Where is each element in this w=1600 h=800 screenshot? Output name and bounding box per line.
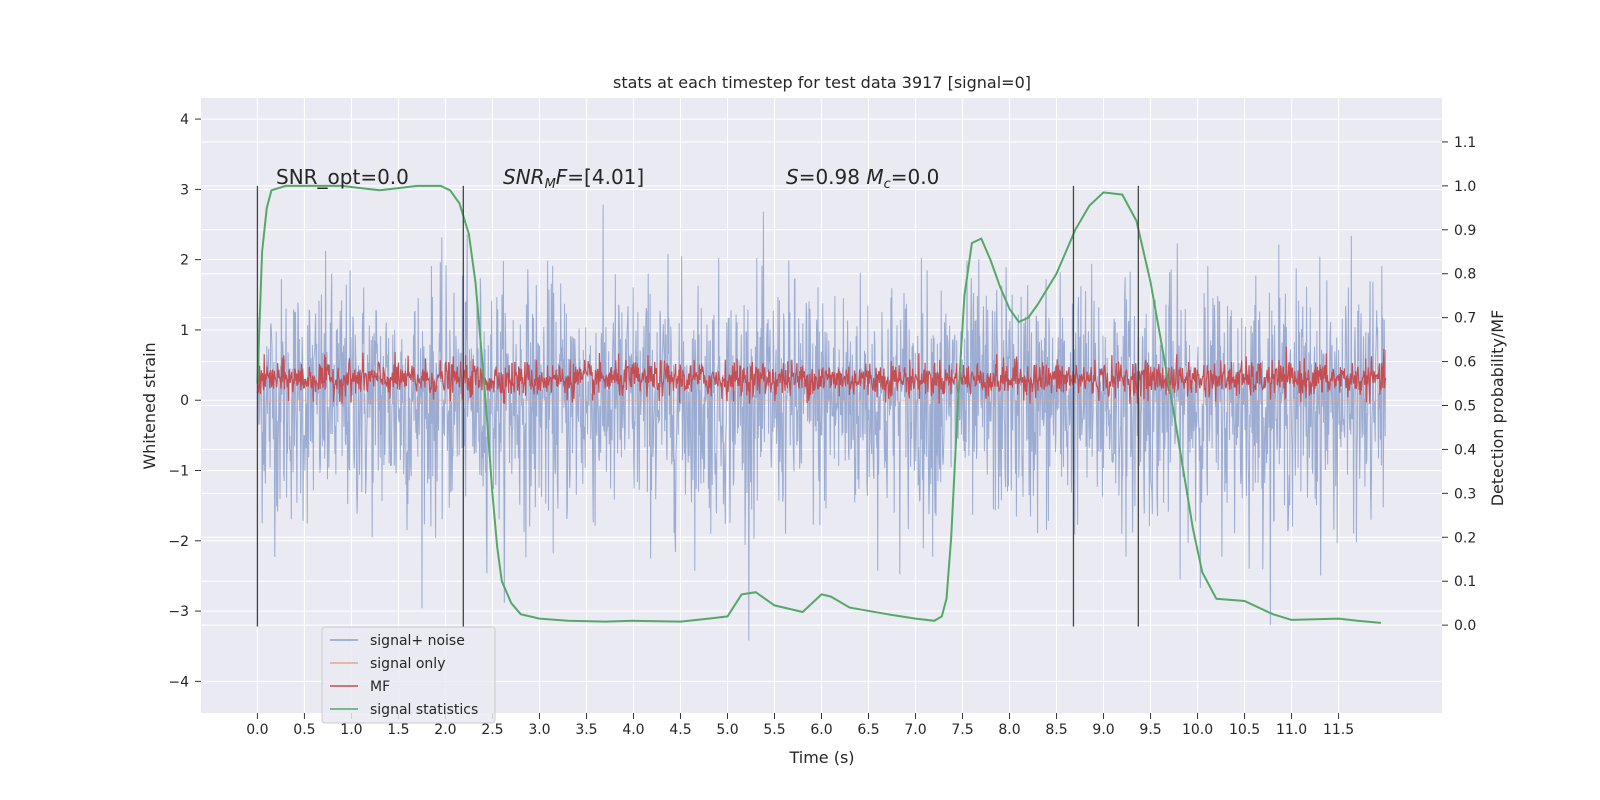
y-right-tick-label: 0.2 [1454, 530, 1476, 546]
x-tick-label: 8.0 [998, 722, 1020, 738]
annotation-snr-opt: SNR_opt=0.0 [276, 165, 409, 189]
x-tick-label: 4.0 [622, 722, 644, 738]
y-left-axis-label: Whitened strain [140, 342, 159, 469]
y-left-tick-label: −4 [168, 674, 189, 690]
y-right-tick-label: 0.4 [1454, 442, 1476, 458]
x-tick-label: 3.0 [528, 722, 550, 738]
y-right-tick-label: 0.7 [1454, 311, 1476, 327]
legend-box [321, 626, 496, 724]
x-tick-label: 1.0 [340, 722, 362, 738]
grid-lines [201, 98, 1442, 713]
chart-title: stats at each timestep for test data 391… [613, 73, 1031, 92]
y-left-tick-label: 4 [180, 112, 189, 128]
y-right-tick-label: 0.3 [1454, 486, 1476, 502]
x-tick-label: 0.5 [293, 722, 315, 738]
y-left-tick-label: 1 [180, 323, 189, 339]
x-tick-label: 11.5 [1323, 722, 1354, 738]
x-tick-label: 6.5 [857, 722, 879, 738]
x-tick-label: 3.5 [575, 722, 597, 738]
y-right-tick-label: 0.9 [1454, 223, 1476, 239]
y-left-tick-label: −1 [168, 464, 189, 480]
x-tick-label: 7.5 [951, 722, 973, 738]
y-left-tick-label: −3 [168, 604, 189, 620]
x-tick-label: 11.0 [1276, 722, 1307, 738]
y-left-tick-label: −2 [168, 534, 189, 550]
y-right-axis-ticks: 0.0 0.1 0.2 0.3 0.4 0.5 0.6 0.7 0.8 0.9 1.0 1.1 [1442, 135, 1476, 634]
y-right-axis-label: Detection probability/MF [1488, 310, 1507, 507]
legend-label-signal-only: signal only [370, 656, 445, 672]
y-left-tick-label: 2 [180, 253, 189, 269]
x-tick-label: 4.5 [669, 722, 691, 738]
y-right-tick-label: 0.6 [1454, 355, 1476, 371]
y-left-axis-ticks: −4 −3 −2 −1 0 1 2 3 4 [168, 112, 201, 690]
y-right-tick-label: 0.5 [1454, 399, 1476, 415]
annotation-s-mc: S=0.98 Mc=0.0 [786, 165, 939, 192]
data-layer [256, 184, 1387, 641]
x-tick-label: 2.5 [481, 722, 503, 738]
y-right-tick-label: 0.0 [1454, 618, 1476, 634]
y-right-tick-label: 1.0 [1454, 179, 1476, 195]
series-signal-statistics-line [256, 184, 1381, 624]
x-tick-label: 9.0 [1092, 722, 1114, 738]
x-tick-label: 1.5 [387, 722, 409, 738]
y-right-tick-label: 0.8 [1454, 267, 1476, 283]
x-tick-label: 5.0 [716, 722, 738, 738]
legend-label-signal-noise: signal+ noise [370, 633, 465, 649]
y-right-tick-label: 1.1 [1454, 135, 1476, 151]
annotation-snr-mf: SNRMF=[4.01] [503, 165, 644, 192]
x-tick-label: 9.5 [1139, 722, 1161, 738]
x-tick-label: 2.0 [434, 722, 456, 738]
legend-label-signal-statistics: signal statistics [370, 702, 478, 718]
x-tick-label: 5.5 [763, 722, 785, 738]
legend: signal+ noise signal only MF signal stat… [321, 626, 496, 724]
x-tick-label: 10.0 [1182, 722, 1213, 738]
legend-label-mf: MF [370, 679, 390, 695]
x-axis-label: Time (s) [788, 748, 854, 767]
vertical-markers [256, 185, 1139, 627]
x-tick-label: 7.0 [904, 722, 926, 738]
x-tick-label: 8.5 [1045, 722, 1067, 738]
x-tick-label: 10.5 [1229, 722, 1260, 738]
y-right-tick-label: 0.1 [1454, 574, 1476, 590]
y-left-tick-label: 0 [180, 393, 189, 409]
x-tick-label: 6.0 [810, 722, 832, 738]
series-signal-noise-line [256, 204, 1387, 641]
y-left-tick-label: 3 [180, 182, 189, 198]
x-axis-ticks: 0.0 0.5 1.0 1.5 2.0 2.5 3.0 3.5 4.0 4.5 5.0 5.5 6.0 6… [246, 713, 1354, 738]
series-mf-line [256, 346, 1387, 404]
x-tick-label: 0.0 [246, 722, 268, 738]
